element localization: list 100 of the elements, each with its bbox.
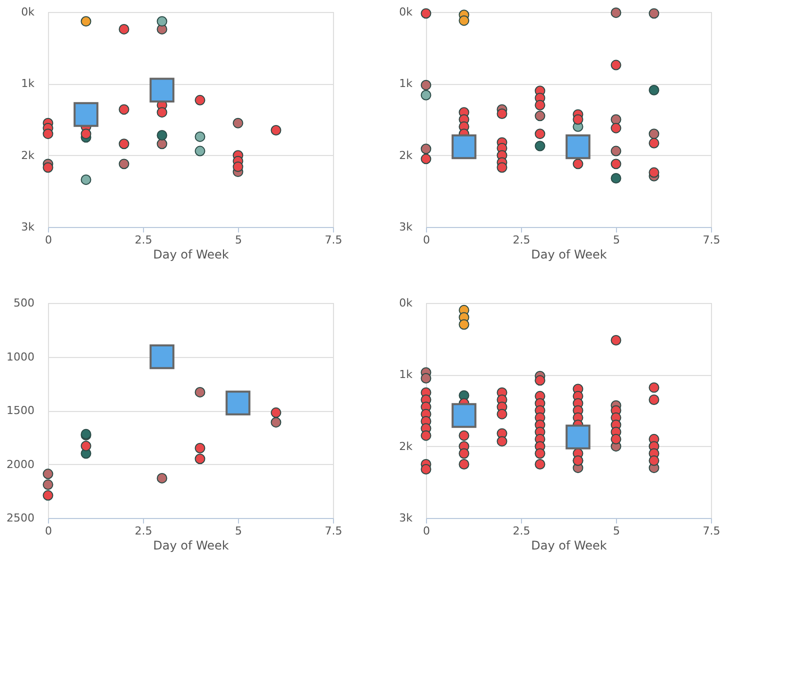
- point: [194, 94, 206, 106]
- point: [648, 382, 660, 393]
- point: [566, 134, 590, 160]
- point: [534, 128, 546, 140]
- point: [420, 464, 432, 474]
- y-tick-label: 2k: [21, 148, 36, 162]
- y-tick-label: 3k: [399, 220, 414, 234]
- point: [118, 104, 130, 115]
- point: [80, 440, 92, 452]
- point: [150, 344, 174, 370]
- point: [420, 154, 432, 164]
- point: [610, 146, 622, 156]
- point: [420, 80, 432, 90]
- point: [458, 459, 470, 470]
- point: [610, 7, 622, 18]
- point: [150, 78, 174, 103]
- point: [458, 430, 470, 441]
- y-tick-label: 3k: [399, 512, 414, 524]
- point: [270, 407, 282, 418]
- point: [42, 490, 54, 501]
- point: [648, 138, 660, 148]
- point: [194, 131, 206, 142]
- point: [572, 114, 584, 125]
- x-tick-label: 0: [45, 524, 52, 538]
- y-tick-label: 2k: [399, 440, 414, 453]
- y-tick-label: 2k: [399, 148, 414, 162]
- y-tick-label: 1500: [6, 404, 34, 417]
- point: [566, 424, 590, 450]
- point: [420, 8, 432, 19]
- point: [42, 128, 54, 140]
- point: [496, 108, 508, 119]
- point: [648, 394, 660, 405]
- point: [232, 162, 244, 172]
- point: [420, 90, 432, 100]
- y-tick-label: 1k: [399, 368, 414, 382]
- point: [226, 390, 250, 416]
- point: [80, 128, 92, 140]
- point: [458, 15, 470, 26]
- point: [420, 430, 432, 441]
- point: [42, 468, 54, 480]
- point: [648, 8, 660, 19]
- x-tick-label: 7.5: [324, 234, 342, 246]
- point: [496, 408, 508, 420]
- point: [534, 140, 546, 152]
- point: [420, 373, 432, 384]
- point: [610, 158, 622, 170]
- point: [194, 442, 206, 454]
- point: [156, 107, 168, 118]
- x-axis-title: Day of Week: [153, 248, 229, 262]
- point: [496, 436, 508, 447]
- point: [194, 454, 206, 464]
- point: [118, 138, 130, 150]
- point: [648, 84, 660, 96]
- point: [194, 146, 206, 156]
- x-tick-label: 0: [423, 234, 430, 246]
- point: [534, 100, 546, 110]
- y-tick-label: 0k: [399, 6, 414, 18]
- x-tick-label: 5: [613, 234, 620, 246]
- point: [118, 24, 130, 34]
- point: [232, 118, 244, 128]
- x-tick-label: 7.5: [324, 524, 342, 538]
- point: [572, 158, 584, 170]
- point: [80, 16, 92, 27]
- x-tick-label: 7.5: [702, 234, 720, 246]
- point: [80, 174, 92, 185]
- point: [610, 60, 622, 70]
- point: [648, 455, 660, 466]
- point: [648, 167, 660, 178]
- point: [534, 448, 546, 459]
- x-tick-label: 2.5: [512, 524, 530, 538]
- point: [194, 386, 206, 398]
- point: [458, 319, 470, 330]
- point: [270, 125, 282, 136]
- y-tick-label: 3k: [21, 220, 36, 234]
- y-tick-label: 2500: [6, 512, 34, 524]
- y-tick-label: 1k: [21, 77, 36, 90]
- point: [156, 16, 168, 27]
- y-tick-label: 1000: [6, 350, 34, 364]
- y-tick-label: 0k: [21, 6, 36, 18]
- point: [610, 335, 622, 346]
- x-tick-label: 5: [613, 524, 620, 538]
- point: [610, 122, 622, 134]
- x-tick-label: 2.5: [512, 234, 530, 246]
- x-tick-label: 2.5: [134, 524, 152, 538]
- x-tick-label: 2.5: [134, 234, 152, 246]
- y-tick-label: 0k: [399, 296, 414, 310]
- point: [452, 403, 476, 428]
- point: [156, 472, 168, 484]
- point: [156, 130, 168, 140]
- point: [270, 417, 282, 428]
- y-tick-label: 500: [14, 296, 34, 310]
- point: [610, 434, 622, 444]
- point: [42, 479, 54, 490]
- x-tick-label: 5: [235, 524, 242, 538]
- point: [610, 173, 622, 184]
- x-tick-label: 0: [423, 524, 430, 538]
- point: [534, 459, 546, 470]
- point: [496, 162, 508, 173]
- x-tick-label: 5: [235, 234, 242, 246]
- point: [420, 144, 432, 154]
